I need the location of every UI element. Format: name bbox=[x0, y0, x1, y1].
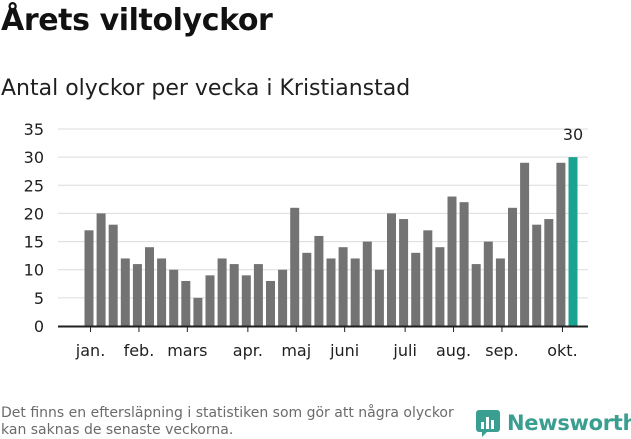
x-tick-label: okt. bbox=[547, 341, 577, 360]
bar bbox=[532, 224, 542, 326]
bar bbox=[435, 247, 445, 326]
chart-subtitle: Antal olyckor per vecka i Kristianstad bbox=[1, 76, 411, 101]
y-tick-label: 0 bbox=[34, 317, 44, 336]
y-tick-label: 10 bbox=[24, 261, 44, 280]
bar bbox=[459, 202, 469, 326]
bar bbox=[374, 269, 384, 326]
newsworthy-brand[interactable]: Newsworthy bbox=[475, 409, 631, 437]
x-tick-label: juli bbox=[392, 341, 416, 360]
bar bbox=[314, 235, 324, 326]
bar bbox=[338, 247, 348, 326]
bar bbox=[302, 252, 312, 326]
bar bbox=[120, 258, 130, 326]
bar bbox=[423, 230, 433, 326]
y-tick-label: 25 bbox=[24, 176, 44, 195]
bar bbox=[483, 241, 493, 326]
bar bbox=[556, 162, 566, 326]
x-tick-label: maj bbox=[281, 341, 311, 360]
bar bbox=[108, 224, 118, 326]
bar bbox=[229, 264, 239, 326]
bar bbox=[217, 258, 227, 326]
bar bbox=[326, 258, 336, 326]
bar bbox=[544, 219, 554, 326]
bar bbox=[278, 269, 288, 326]
bar bbox=[508, 207, 517, 326]
data-label: 30 bbox=[563, 125, 583, 144]
bar bbox=[253, 264, 263, 326]
x-tick-label: jan. bbox=[75, 341, 105, 360]
brand-name: Newsworthy bbox=[507, 411, 631, 435]
x-tick-label: apr. bbox=[233, 341, 263, 360]
x-tick-label: sep. bbox=[485, 341, 518, 360]
bar bbox=[193, 297, 203, 326]
y-tick-label: 5 bbox=[34, 289, 44, 308]
y-tick-label: 20 bbox=[24, 204, 44, 223]
y-tick-label: 35 bbox=[24, 120, 44, 139]
footnote: Det finns en eftersläpning i statistiken… bbox=[1, 405, 454, 438]
highlight-bar bbox=[568, 157, 578, 326]
bar bbox=[266, 280, 275, 326]
bar bbox=[181, 280, 191, 326]
bar bbox=[411, 252, 421, 326]
y-tick-label: 30 bbox=[24, 148, 44, 167]
bar bbox=[350, 258, 360, 326]
bar bbox=[471, 264, 481, 326]
bar-chart: 0 5 10 15 20 25 30 35 30 jan. feb. mars apr. maj juni j… bbox=[24, 120, 588, 360]
chart-title: Årets viltolyckor bbox=[1, 3, 273, 38]
bar bbox=[132, 264, 142, 326]
bar bbox=[84, 230, 94, 326]
bar bbox=[169, 269, 179, 326]
bar bbox=[96, 213, 106, 326]
bar bbox=[290, 207, 300, 326]
newsworthy-logo-icon bbox=[476, 410, 500, 437]
x-tick-label: juni bbox=[329, 341, 359, 360]
y-tick-label: 15 bbox=[24, 233, 44, 252]
bar bbox=[447, 196, 457, 326]
x-tick-label: aug. bbox=[436, 341, 471, 360]
x-tick-label: mars bbox=[167, 341, 207, 360]
bar bbox=[145, 247, 154, 326]
bar bbox=[495, 258, 505, 326]
bar bbox=[241, 275, 251, 326]
x-tick-label: feb. bbox=[124, 341, 155, 360]
bar bbox=[399, 219, 409, 326]
bar bbox=[157, 258, 167, 326]
bar bbox=[205, 275, 215, 326]
bar bbox=[520, 162, 530, 326]
bar bbox=[387, 213, 396, 326]
bar bbox=[362, 241, 372, 326]
